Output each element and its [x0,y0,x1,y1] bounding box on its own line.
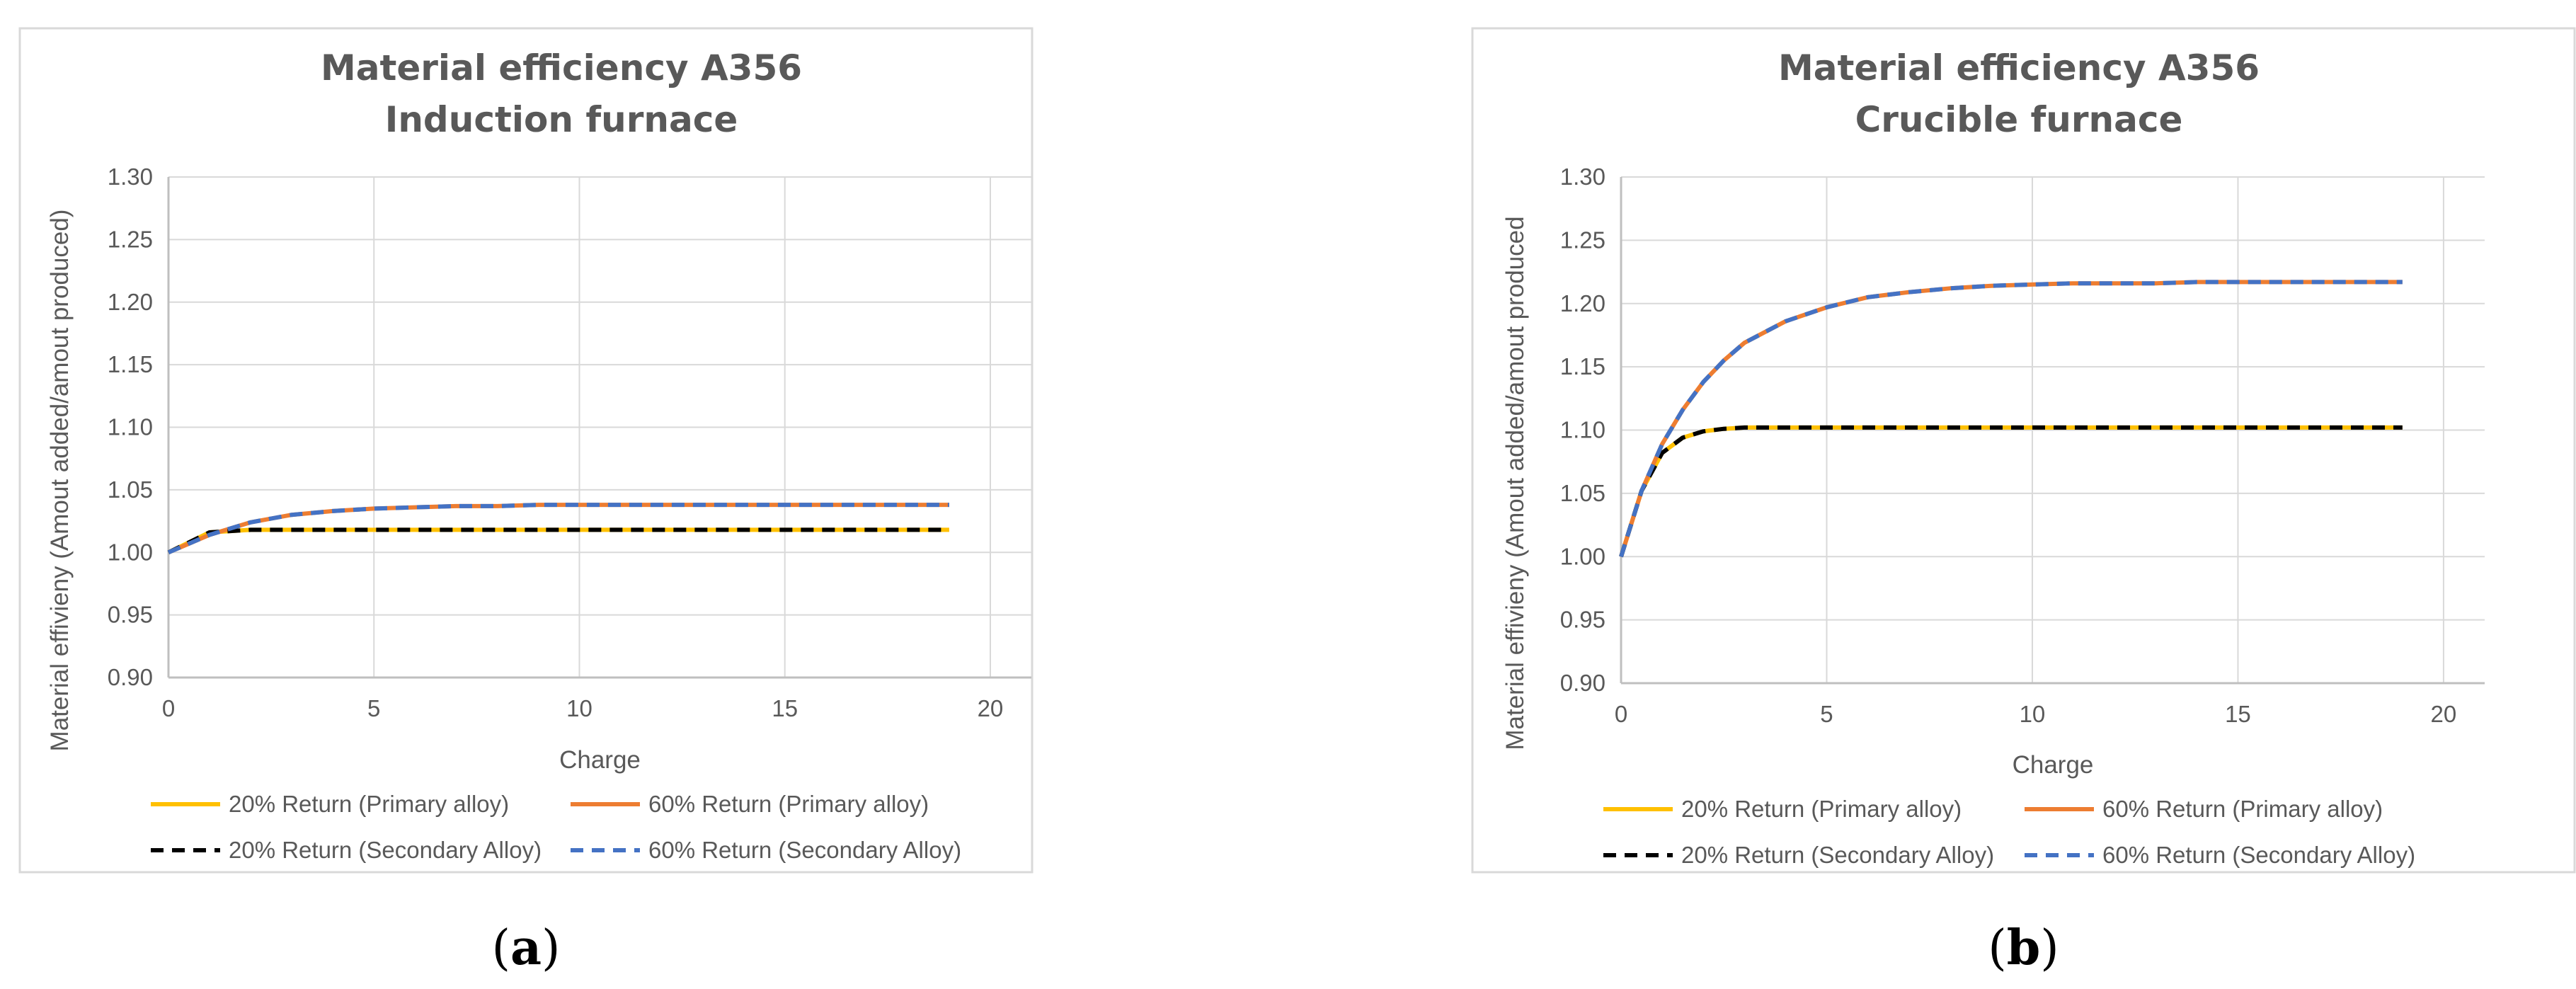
x-tick-label: 5 [367,695,380,721]
x-axis-title: Charge [559,746,641,774]
x-tick-label: 20 [2431,701,2457,727]
legend-label-3: 20% Return (Secondary Alloy) [1681,842,1994,868]
x-tick-label: 15 [772,695,798,721]
chart-frame [18,27,1034,874]
y-tick-label: 1.15 [1560,353,1605,379]
panel-caption: (b) [1988,920,2059,976]
gridlines [168,176,1031,678]
y-tick-label: 0.95 [1560,607,1605,633]
x-tick-label: 20 [978,695,1004,721]
series-line-4 [1619,280,2403,558]
legend-label-2: 60% Return (Primary alloy) [648,791,929,817]
series-group [1619,280,2403,558]
y-tick-label: 0.90 [108,664,153,690]
legend-label-4: 60% Return (Secondary Alloy) [2102,842,2415,868]
y-tick-label: 1.25 [108,226,153,252]
chart-frame [1471,27,2576,874]
legend: 20% Return (Primary alloy) 60% Return (Pr… [151,791,961,863]
legend: 20% Return (Primary alloy) 60% Return (Pr… [1603,796,2415,868]
x-tick-label: 15 [2225,701,2251,727]
legend-label-1: 20% Return (Primary alloy) [1681,796,1962,822]
y-tick-label: 1.00 [1560,543,1605,569]
y-axis-title: Material effivieny (Amout added/amout pr… [1501,216,1529,750]
y-tick-label: 0.90 [1560,670,1605,696]
y-tick-label: 1.30 [108,164,153,190]
y-tick-label: 1.10 [1560,417,1605,443]
chart-2: Material efficiency A356 Crucible furnace… [1471,27,2576,874]
series-line-4 [167,503,949,555]
x-tick-label: 10 [2020,701,2046,727]
chart-1: Material efficiency A356 Induction furnac… [18,27,1034,874]
legend-label-1: 20% Return (Primary alloy) [229,791,509,817]
y-tick-label: 1.30 [1560,164,1605,190]
y-tick-label: 1.05 [108,476,153,503]
y-tick-label: 1.00 [108,539,153,565]
legend-label-3: 20% Return (Secondary Alloy) [229,837,542,863]
y-axis-title: Material effivieny (Amout added/amout pr… [46,210,74,752]
chart-title-line-2: Crucible furnace [1855,99,2183,140]
y-tick-label: 1.10 [108,414,153,440]
x-axis-title: Charge [2013,751,2094,779]
chart-title-line-2: Induction furnace [385,99,738,140]
x-tick-label: 0 [162,695,175,721]
series-line-3 [167,527,949,554]
panel-caption: (a) [491,920,560,976]
y-tick-label: 1.25 [1560,227,1605,253]
legend-label-4: 60% Return (Secondary Alloy) [648,837,961,863]
chart-title-line-1: Material efficiency A356 [1778,47,2260,88]
x-tick-label: 5 [1820,701,1833,727]
x-tick-label: 0 [1615,701,1627,727]
y-tick-label: 1.20 [1560,290,1605,316]
y-tick-label: 1.15 [108,351,153,377]
series-line-3 [1619,425,2403,558]
series-group [167,503,949,555]
x-tick-label: 10 [566,695,593,721]
y-tick-label: 0.95 [108,602,153,628]
y-tick-label: 1.05 [1560,480,1605,506]
legend-label-2: 60% Return (Primary alloy) [2102,796,2383,822]
chart-title-line-1: Material efficiency A356 [321,47,802,88]
y-tick-label: 1.20 [108,289,153,315]
